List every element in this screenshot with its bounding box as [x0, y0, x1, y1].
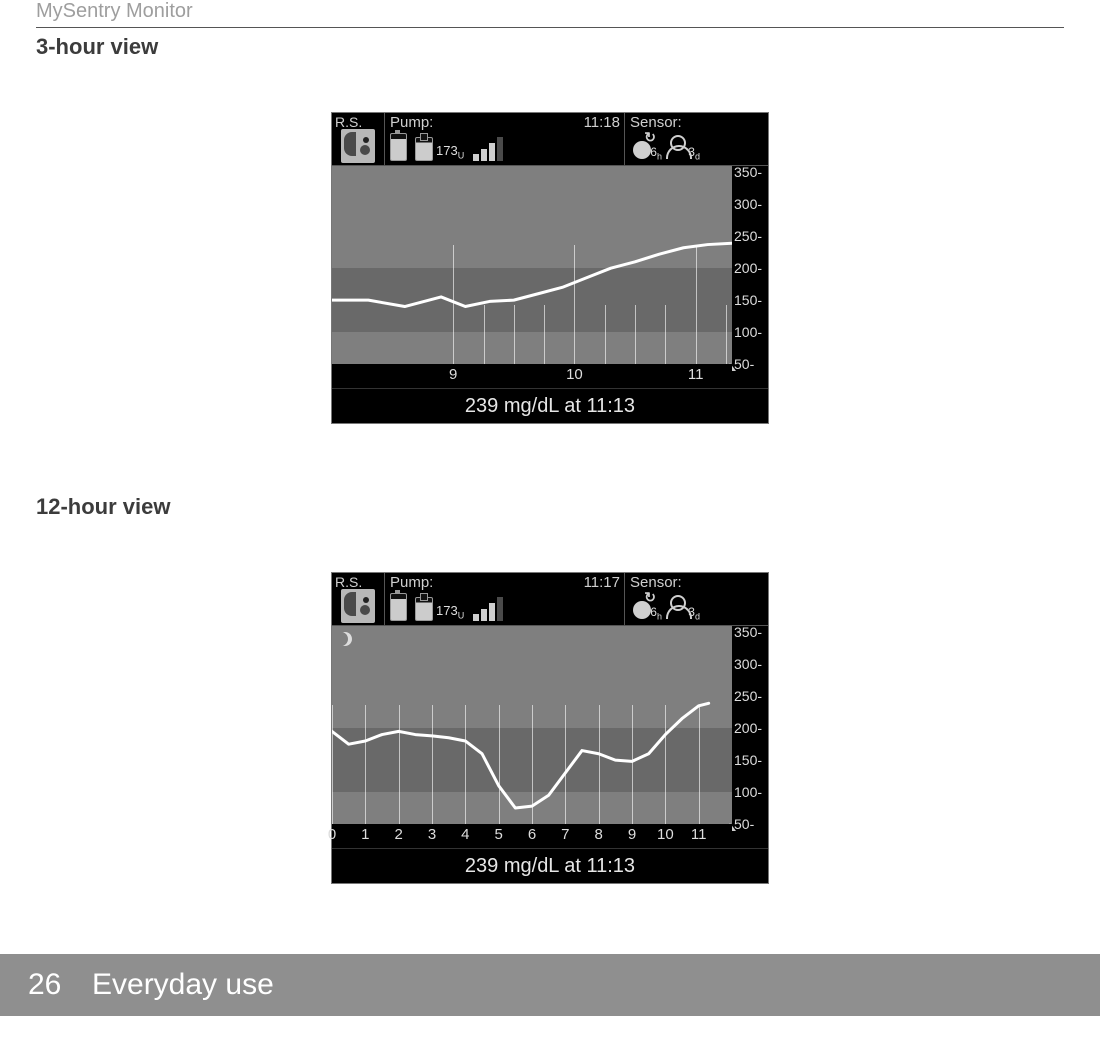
user-label: R.S. — [332, 573, 362, 590]
page-footer: 26 Everyday use — [0, 954, 1100, 1016]
reservoir-icon — [412, 133, 434, 161]
sensor-column: Sensor: 6h 3d — [625, 113, 768, 165]
readout-12h: 239 mg/dL at 11:13 — [332, 848, 768, 883]
reservoir-value: 173U — [436, 143, 464, 161]
pump-column: Pump: 11:18 173U — [385, 113, 625, 165]
avatar-icon — [341, 589, 375, 623]
glucose-chart-12h: 50-100-150-200-250-300-350- 012345678910… — [332, 626, 768, 848]
readout-3h: 239 mg/dL at 11:13 — [332, 388, 768, 423]
reservoir-value: 173U — [436, 603, 464, 621]
battery-icon — [390, 133, 407, 161]
user-column: R.S. — [332, 573, 385, 625]
status-bar: R.S. Pump: 11:17 173U Se — [332, 573, 768, 626]
page-number: 26 — [28, 968, 92, 1002]
user-label: R.S. — [332, 113, 362, 130]
sensor-life-icon: 3d — [664, 133, 690, 159]
section-title-3h: 3-hour view — [36, 34, 1064, 60]
signal-icon — [473, 595, 503, 621]
footer-title: Everyday use — [92, 968, 274, 1002]
reservoir-icon — [412, 593, 434, 621]
avatar-icon — [341, 129, 375, 163]
calibration-icon: 6h — [630, 133, 654, 159]
sensor-column: Sensor: 6h 3d — [625, 573, 768, 625]
running-header: MySentry Monitor — [36, 0, 1064, 27]
sensor-life-icon: 3d — [664, 593, 690, 619]
clock-3h: 11:18 — [584, 114, 620, 131]
header-rule — [36, 27, 1064, 28]
pump-column: Pump: 11:17 173U — [385, 573, 625, 625]
x-axis-12h: 01234567891011 — [332, 824, 732, 848]
glucose-chart-3h: 50-100-150-200-250-300-350- 91011 — [332, 166, 768, 388]
section-title-12h: 12-hour view — [36, 494, 1064, 520]
status-bar: R.S. Pump: 11:18 173U Se — [332, 113, 768, 166]
x-axis-3h: 91011 — [332, 364, 732, 388]
y-axis-3h: 50-100-150-200-250-300-350- — [732, 166, 768, 364]
signal-icon — [473, 135, 503, 161]
battery-icon — [390, 593, 407, 621]
user-column: R.S. — [332, 113, 385, 165]
y-axis-12h: 50-100-150-200-250-300-350- — [732, 626, 768, 824]
pump-label: Pump: — [390, 114, 433, 131]
calibration-icon: 6h — [630, 593, 654, 619]
device-screenshot-12h: R.S. Pump: 11:17 173U Se — [331, 572, 769, 884]
pump-label: Pump: — [390, 574, 433, 591]
clock-12h: 11:17 — [584, 574, 620, 591]
device-screenshot-3h: R.S. Pump: 11:18 173U Se — [331, 112, 769, 424]
